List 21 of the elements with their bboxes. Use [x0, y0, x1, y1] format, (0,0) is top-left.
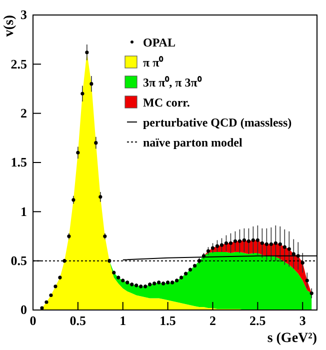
y-tick-label: 1 [20, 204, 27, 219]
x-tick-label: 1.5 [160, 313, 176, 328]
legend-label: naïve parton model [143, 136, 243, 150]
legend-label: perturbative QCD (massless) [143, 116, 292, 130]
x-tick-label: 1 [120, 313, 126, 328]
x-tick-label: 2.5 [250, 313, 266, 328]
x-axis-title: s (GeV²) [267, 331, 318, 346]
x-tick-label: 3 [299, 313, 306, 328]
x-tick-label: 2 [209, 313, 216, 328]
y-tick-label: 0 [20, 302, 27, 318]
legend-label: 3π π⁰, π 3π⁰ [143, 76, 202, 90]
y-tick-label: 0.5 [10, 252, 28, 268]
x-tick-label: 0.5 [70, 313, 87, 328]
legend-label: OPAL [143, 36, 176, 50]
legend-label: π π⁰ [143, 56, 164, 70]
y-tick-label: 2 [20, 105, 27, 120]
y-tick-label: 2.5 [10, 56, 28, 72]
y-axis-title: v(s) [2, 14, 17, 37]
y-tick-label: 1.5 [10, 154, 28, 170]
y-tick-label: 3 [20, 7, 28, 22]
legend-label: MC corr. [143, 96, 190, 110]
